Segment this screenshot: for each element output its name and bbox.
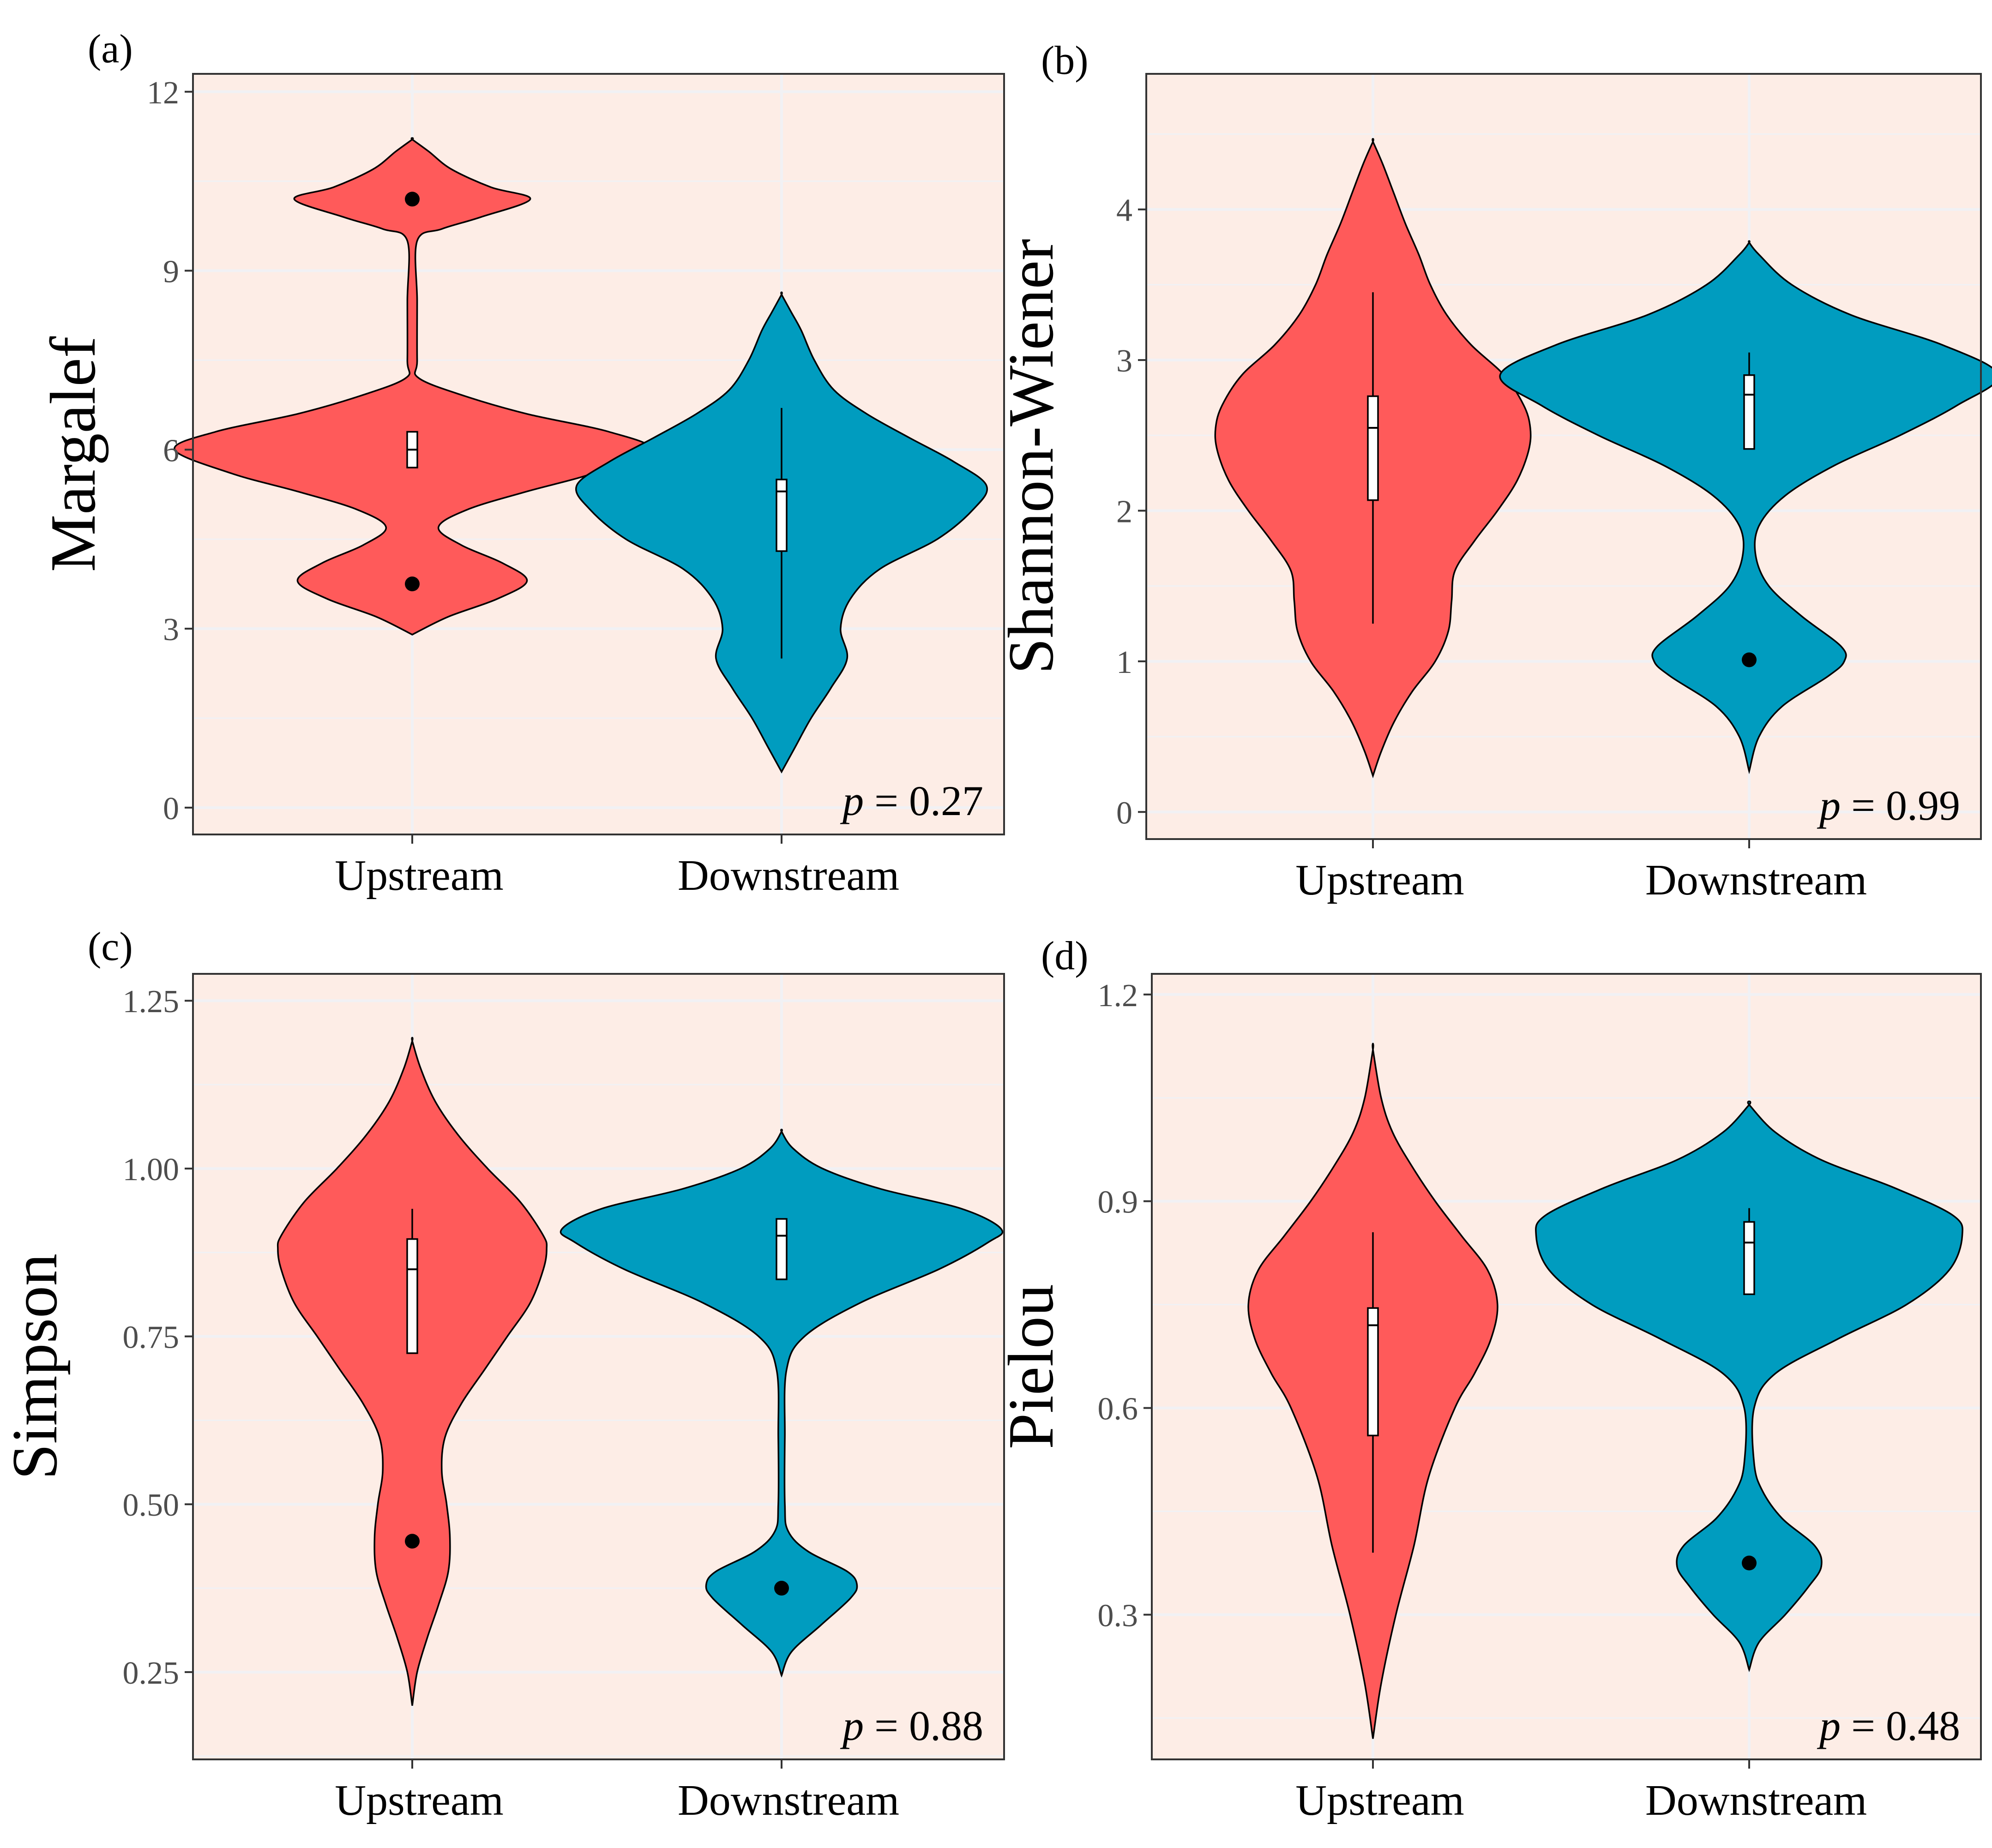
x-tick-label: Upstream: [1295, 856, 1464, 904]
box-upstream: [1367, 1307, 1379, 1437]
y-tick-label: 1: [1116, 645, 1132, 680]
panel-tag: (d): [1041, 934, 1089, 978]
y-tick-label: 0.9: [1098, 1185, 1138, 1220]
p-value-text: = 0.88: [864, 1702, 983, 1749]
box-upstream: [1367, 395, 1379, 501]
plot-border: [1145, 73, 1982, 840]
y-tick-label: 0.25: [123, 1656, 180, 1691]
violin-downstream: [1535, 1100, 1963, 1673]
y-tick-label: 3: [1116, 343, 1132, 379]
p-symbol: p: [840, 777, 864, 824]
panel-a: Upstream Downstream 0 3 6 9 12 Margalef (a) p = 0…: [37, 27, 1005, 900]
panel-d: Upstream Downstream 0.3 0.6 0.9 1.2 Pielou (d) p…: [995, 934, 1982, 1824]
y-tick-label: 3: [163, 612, 179, 648]
x-tick-label: Upstream: [335, 1776, 503, 1824]
panel-tag: (b): [1041, 38, 1089, 83]
y-tick-label: 9: [163, 254, 179, 290]
outlier-point: [774, 1581, 789, 1596]
y-tick-label: 4: [1116, 193, 1132, 228]
plot-border: [1151, 973, 1982, 1760]
x-tick-label: Upstream: [1295, 1776, 1464, 1824]
violin-downstream: [560, 1128, 1004, 1678]
y-tick-label: 0.50: [123, 1488, 180, 1523]
violin-downstream: [1499, 240, 1992, 774]
p-value-annotation: p = 0.88: [840, 1702, 983, 1749]
y-tick-label: 1.00: [123, 1152, 180, 1188]
y-axis-label: Pielou: [995, 1284, 1067, 1449]
outlier-point: [405, 192, 420, 207]
x-tick-label: Downstream: [1645, 856, 1867, 904]
y-axis-label: Simpson: [0, 1254, 71, 1480]
y-tick-label: 1.2: [1098, 978, 1138, 1014]
y-tick-label: 0.75: [123, 1320, 180, 1356]
y-tick-label: 0.6: [1098, 1392, 1138, 1427]
box-downstream: [1743, 1221, 1755, 1295]
y-tick-label: 0.3: [1098, 1598, 1138, 1633]
panel-tag: (c): [88, 924, 133, 969]
violin-upstream: [277, 1037, 548, 1706]
x-tick-label: Downstream: [1645, 1776, 1867, 1824]
plot-border: [192, 973, 1005, 1760]
x-tick-label: Downstream: [678, 852, 899, 900]
box-downstream: [776, 479, 788, 552]
y-axis-label: Shannon-Wiener: [995, 239, 1067, 674]
plot-background: [193, 974, 1004, 1759]
box-downstream: [1743, 374, 1755, 450]
p-value-text: = 0.99: [1841, 782, 1960, 829]
plot-border: [192, 73, 1005, 835]
y-tick-label: 2: [1116, 494, 1132, 529]
p-value-annotation: p = 0.27: [840, 777, 983, 824]
panel-c: Upstream Downstream 0.25 0.50 0.75 1.00 1.25 Si…: [0, 924, 1005, 1824]
outlier-point: [1742, 1555, 1757, 1571]
y-tick-label: 0: [1116, 795, 1132, 831]
outlier-point: [405, 1534, 420, 1549]
box-downstream: [776, 1218, 788, 1280]
panel-tag: (a): [88, 27, 133, 72]
p-value-text: = 0.27: [864, 777, 983, 824]
y-tick-label: 0: [163, 791, 179, 827]
p-value-annotation: p = 0.48: [1817, 1702, 1960, 1749]
p-symbol: p: [840, 1702, 864, 1749]
y-axis-label: Margalef: [37, 336, 109, 572]
outlier-point: [405, 576, 420, 592]
y-tick-label: 12: [147, 75, 179, 111]
x-tick-label: Upstream: [335, 852, 503, 900]
panel-b: Upstream Downstream 0 1 2 3 4 Shannon-Wiener (b)…: [995, 38, 1992, 904]
p-value-annotation: p = 0.99: [1817, 782, 1960, 829]
violin-upstream: [174, 137, 651, 636]
p-symbol: p: [1817, 782, 1841, 829]
box-upstream: [406, 1238, 418, 1354]
p-symbol: p: [1817, 1702, 1841, 1749]
y-tick-label: 1.25: [123, 984, 180, 1020]
p-value-text: = 0.48: [1841, 1702, 1960, 1749]
x-tick-label: Downstream: [678, 1776, 899, 1824]
outlier-point: [1742, 652, 1757, 667]
y-tick-label: 6: [163, 433, 179, 468]
